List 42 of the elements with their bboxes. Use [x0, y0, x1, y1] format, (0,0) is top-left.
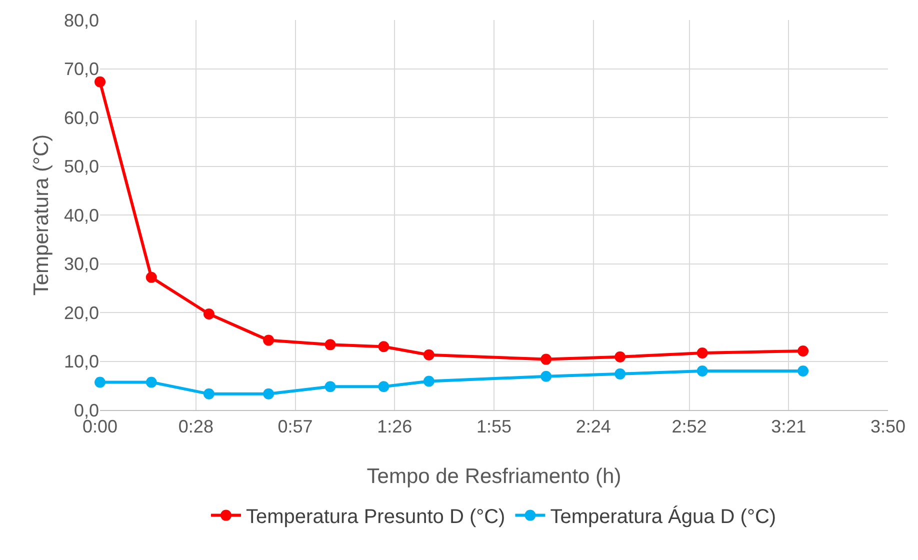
point [423, 376, 434, 387]
point [94, 76, 106, 88]
y-tick-label: 20,0 [64, 302, 99, 323]
point [94, 376, 106, 388]
y-tick-label: 60,0 [64, 108, 99, 128]
y-tick-label: 40,0 [64, 205, 99, 226]
point [146, 376, 157, 388]
y-tick-label: 50,0 [64, 156, 99, 177]
point [540, 354, 552, 365]
point [263, 388, 274, 400]
point [263, 334, 274, 346]
point [146, 272, 157, 283]
x-tick-label: 2:24 [576, 416, 611, 437]
x-tick-label: 3:50 [870, 416, 906, 437]
y-tick-label: 70,0 [64, 59, 99, 80]
point [696, 366, 708, 376]
point [378, 381, 390, 392]
point [614, 368, 626, 380]
point [203, 388, 214, 400]
x-tick-label: 1:26 [377, 416, 412, 437]
x-tick-label: 0:57 [278, 416, 313, 437]
x-axis-title: Tempo de Resfriamento (h) [366, 465, 622, 488]
y-tick-label: 30,0 [64, 254, 99, 274]
point [324, 339, 336, 350]
point [614, 351, 626, 362]
legend-label: Temperatura Água D (°C) [550, 505, 776, 528]
y-tick-label: 80,0 [64, 10, 99, 30]
point [540, 370, 552, 382]
point [798, 366, 809, 376]
point [696, 347, 708, 358]
x-tick-label: 0:28 [178, 416, 214, 437]
x-tick-label: 2:52 [672, 416, 707, 437]
y-tick-label: 10,0 [64, 352, 99, 372]
point [798, 346, 809, 357]
x-tick-label: 3:21 [771, 416, 806, 437]
legend-label: Temperatura Presunto D (°C) [246, 506, 506, 528]
point [324, 381, 336, 392]
point [378, 341, 390, 352]
point [203, 308, 214, 320]
y-axis-title: Temperatura (°C) [30, 134, 53, 296]
x-tick-label: 1:55 [476, 416, 512, 437]
point [423, 349, 434, 360]
